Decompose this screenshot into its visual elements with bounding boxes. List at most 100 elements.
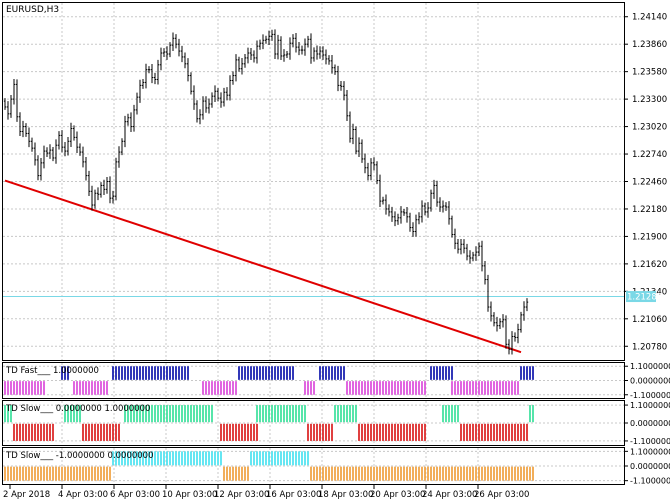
time-axis[interactable]: 2 Apr 2018 4 Apr 03:00 6 Apr 03:00 10 Apr 0… — [3, 485, 529, 500]
price-bar — [459, 239, 463, 255]
time-label: 12 Apr 03:00 — [214, 490, 269, 500]
indicator-pane-2[interactable]: TD Slow___ 0.0000000 1.0000000 1.1000000 0… — [2, 400, 670, 446]
price-tick-label: 1.23300 — [632, 95, 667, 105]
price-bar — [423, 202, 427, 216]
price-bar — [129, 112, 133, 132]
time-label: 18 Apr 03:00 — [318, 490, 373, 500]
symbol-label: EURUSD,H3 — [6, 5, 59, 15]
price-bar — [393, 211, 397, 227]
price-bar — [402, 208, 406, 216]
price-bar — [99, 182, 103, 198]
price-bar — [375, 161, 379, 185]
price-bar — [144, 63, 148, 89]
price-bar — [387, 204, 391, 217]
price-bar — [195, 100, 199, 123]
price-bar — [273, 29, 277, 60]
indicator-tick-label: 0.0000000 — [630, 462, 670, 471]
price-bar — [90, 185, 94, 211]
price-bar — [108, 176, 112, 204]
price-bar — [507, 339, 511, 355]
price-bar — [324, 49, 328, 65]
price-bar — [399, 206, 403, 224]
price-bar — [270, 29, 274, 41]
price-bar — [171, 32, 175, 51]
price-bar — [489, 301, 493, 322]
price-bar — [66, 136, 70, 156]
time-label: 10 Apr 03:00 — [162, 490, 217, 500]
price-bar — [96, 187, 100, 201]
price-bar — [9, 95, 13, 118]
price-bar — [336, 65, 340, 92]
price-bar — [471, 251, 475, 262]
price-bar — [513, 332, 517, 342]
price-bar — [282, 49, 286, 62]
price-bar — [435, 180, 439, 207]
price-bar — [51, 146, 55, 162]
price-bar — [48, 144, 52, 159]
price-bar — [267, 30, 271, 45]
trendline[interactable] — [4, 179, 522, 354]
price-bar — [447, 201, 451, 225]
price-tick-label: 1.23580 — [632, 68, 667, 78]
price-bar — [456, 239, 460, 254]
price-bar — [519, 311, 523, 333]
price-bar — [246, 47, 250, 64]
price-bar — [201, 96, 205, 120]
price-bar — [117, 146, 121, 168]
price-bar — [294, 32, 298, 53]
indicator-pane-3[interactable]: TD Slow___ -1.0000000 0.0000000 1.1000000… — [2, 447, 670, 486]
price-bar — [291, 34, 295, 48]
price-bar — [414, 214, 418, 237]
price-bar — [249, 48, 253, 60]
price-tick-label: 1.24140 — [632, 13, 667, 23]
price-bar — [351, 123, 355, 145]
main-price-axis[interactable]: 1.24140 1.23860 1.23580 1.23300 1.23020 1.227… — [624, 13, 667, 353]
price-bar — [342, 81, 346, 101]
price-bar — [495, 316, 499, 332]
time-label: 2 Apr 2018 — [3, 490, 50, 500]
price-bar — [510, 331, 514, 355]
price-bar — [135, 92, 139, 115]
price-tick-label: 1.22460 — [632, 178, 667, 188]
price-bars — [3, 29, 529, 355]
price-bar — [405, 207, 409, 223]
price-bar — [264, 35, 268, 44]
price-bar — [36, 155, 40, 181]
current-price-label: 1.21287 — [627, 293, 662, 303]
price-bar — [54, 139, 58, 164]
price-bar — [243, 53, 247, 68]
price-bar — [501, 314, 505, 328]
price-bar — [297, 42, 301, 56]
price-bar — [3, 98, 7, 110]
price-bar — [138, 79, 142, 103]
price-bar — [213, 85, 217, 103]
price-bar — [87, 170, 91, 197]
price-bar — [516, 323, 520, 344]
price-tick-label: 1.22740 — [632, 150, 667, 160]
price-bar — [444, 202, 448, 211]
price-bar — [189, 72, 193, 95]
price-bar — [177, 38, 181, 57]
price-bar — [30, 137, 34, 152]
price-bar — [426, 202, 430, 218]
price-tick-label: 1.21060 — [632, 315, 667, 325]
price-bar — [24, 123, 28, 137]
price-bar — [159, 47, 163, 71]
price-bar — [384, 194, 388, 215]
price-bar — [240, 57, 244, 75]
indicator-pane-1[interactable]: TD Fast___ 1.0000000 1.1000000 0.0000000 -1… — [2, 362, 670, 400]
price-tick-label: 1.20780 — [632, 342, 667, 352]
main-pane[interactable]: EURUSD,H3 1.241401.238601.235801.233001.… — [2, 2, 667, 361]
price-bar — [498, 318, 502, 330]
time-label: 16 Apr 03:00 — [266, 490, 321, 500]
price-bar — [420, 200, 424, 223]
price-bar — [111, 190, 115, 204]
price-bar — [381, 196, 385, 205]
price-bar — [318, 46, 322, 59]
current-price-tag — [626, 291, 656, 303]
price-bar — [300, 45, 304, 55]
indicator-tick-label: -1.1000000 — [630, 477, 670, 486]
price-bar — [18, 112, 22, 137]
indicator-label: TD Slow___ -1.0000000 0.0000000 — [5, 451, 154, 461]
